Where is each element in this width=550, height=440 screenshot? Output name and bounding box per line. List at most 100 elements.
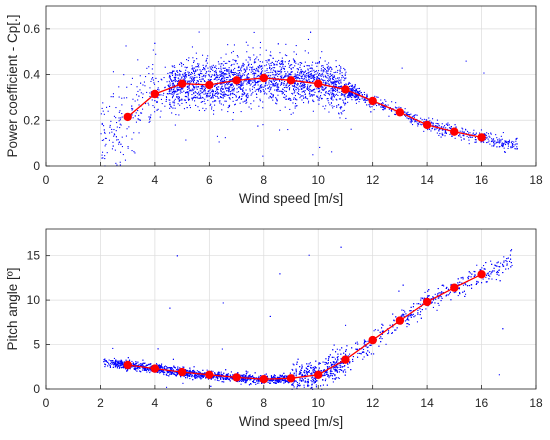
cp-scatter-point — [306, 87, 308, 89]
cp-scatter-point — [233, 69, 235, 71]
cp-binned-point-8 — [341, 85, 350, 94]
cp-scatter-point — [267, 75, 269, 77]
cp-scatter-point — [192, 67, 194, 69]
cp-scatter-point — [146, 91, 148, 93]
cp-scatter-point — [333, 78, 335, 80]
cp-scatter-point — [227, 44, 229, 46]
cp-scatter-point — [295, 74, 297, 76]
cp-scatter-point — [118, 86, 120, 88]
pitch-scatter-point — [482, 278, 484, 280]
cp-scatter-point — [349, 96, 351, 98]
cp-scatter-point — [335, 84, 337, 86]
cp-scatter-point — [245, 95, 247, 97]
cp-scatter-point — [346, 96, 348, 98]
cp-scatter-point — [408, 118, 410, 120]
pitch-scatter-point — [323, 373, 325, 375]
cp-scatter-point — [149, 116, 151, 118]
pitch-scatter-point — [506, 264, 508, 266]
cp-scatter-point — [133, 151, 135, 153]
pitch-scatter-point — [141, 369, 143, 371]
cp-scatter-point — [272, 57, 274, 59]
cp-scatter-point — [253, 72, 255, 74]
cp-scatter-point — [182, 88, 184, 90]
cp-scatter-point — [268, 97, 270, 99]
cp-scatter-point — [193, 78, 195, 80]
cp-scatter-point — [186, 92, 188, 94]
cp-scatter-point — [246, 101, 248, 103]
cp-scatter-point — [199, 92, 201, 94]
cp-scatter-point — [270, 55, 272, 57]
cp-scatter-point — [205, 59, 207, 61]
cp-scatter-point — [173, 79, 175, 81]
cp-scatter-point — [260, 73, 262, 75]
cp-scatter-point — [501, 146, 503, 148]
cp-scatter-point — [333, 75, 335, 77]
cp-scatter-point — [391, 101, 393, 103]
cp-scatter-point — [258, 75, 260, 77]
cp-scatter-point — [304, 74, 306, 76]
cp-scatter-point — [233, 88, 235, 90]
cp-scatter-point — [258, 90, 260, 92]
cp-scatter-point — [215, 72, 217, 74]
cp-scatter-point — [240, 67, 242, 69]
pitch-scatter-point — [120, 364, 122, 366]
cp-scatter-point — [192, 80, 194, 82]
cp-scatter-point — [337, 91, 339, 93]
cp-scatter-point — [510, 141, 512, 143]
cp-scatter-point — [318, 77, 320, 79]
cp-scatter-point — [197, 65, 199, 67]
cp-scatter-point — [212, 90, 214, 92]
cp-x-tick-label-6: 12 — [366, 173, 380, 187]
cp-scatter-point — [218, 78, 220, 80]
cp-scatter-point — [181, 87, 183, 89]
cp-scatter-point — [201, 76, 203, 78]
cp-scatter-point — [209, 80, 211, 82]
cp-scatter-point — [175, 114, 177, 116]
cp-y-tick-label-2: 0.4 — [23, 68, 40, 82]
cp-scatter-point — [313, 71, 315, 73]
cp-scatter-point — [324, 60, 326, 62]
cp-scatter-point — [233, 44, 235, 46]
cp-scatter-point — [193, 70, 195, 72]
cp-scatter-point — [134, 100, 136, 102]
cp-scatter-point — [152, 79, 154, 81]
cp-scatter-point — [193, 86, 195, 88]
cp-scatter-point — [172, 82, 174, 84]
cp-scatter-point — [309, 95, 311, 97]
cp-scatter-point — [156, 101, 158, 103]
cp-scatter-point — [191, 77, 193, 79]
cp-scatter-point — [333, 87, 335, 89]
cp-scatter-point — [269, 65, 271, 67]
cp-scatter-point — [220, 57, 222, 59]
cp-scatter-point — [268, 63, 270, 65]
cp-scatter-point — [436, 119, 438, 121]
cp-scatter-point — [312, 76, 314, 78]
cp-scatter-point — [309, 67, 311, 69]
cp-scatter-point — [327, 70, 329, 72]
cp-scatter-point — [254, 79, 256, 81]
cp-scatter-point — [238, 96, 240, 98]
cp-scatter-point — [332, 89, 334, 91]
cp-scatter-point — [316, 77, 318, 79]
cp-scatter-point — [207, 55, 209, 57]
cp-scatter-point — [445, 123, 447, 125]
cp-scatter-point — [276, 98, 278, 100]
cp-scatter-point — [340, 66, 342, 68]
cp-scatter-point — [445, 131, 447, 133]
cp-scatter-point — [214, 90, 216, 92]
cp-scatter-point — [310, 70, 312, 72]
cp-scatter-point — [284, 75, 286, 77]
cp-scatter-point — [301, 76, 303, 78]
cp-scatter-point — [263, 93, 265, 95]
cp-scatter-point — [171, 97, 173, 99]
cp-scatter-point — [104, 131, 106, 133]
cp-scatter-point — [273, 84, 275, 86]
cp-scatter-point — [164, 105, 166, 107]
cp-scatter-point — [111, 128, 113, 130]
cp-scatter-point — [273, 64, 275, 66]
cp-scatter-point — [207, 67, 209, 69]
cp-scatter-point — [176, 70, 178, 72]
cp-scatter-point — [507, 142, 509, 144]
cp-scatter-point — [214, 75, 216, 77]
cp-scatter-point — [514, 144, 516, 146]
